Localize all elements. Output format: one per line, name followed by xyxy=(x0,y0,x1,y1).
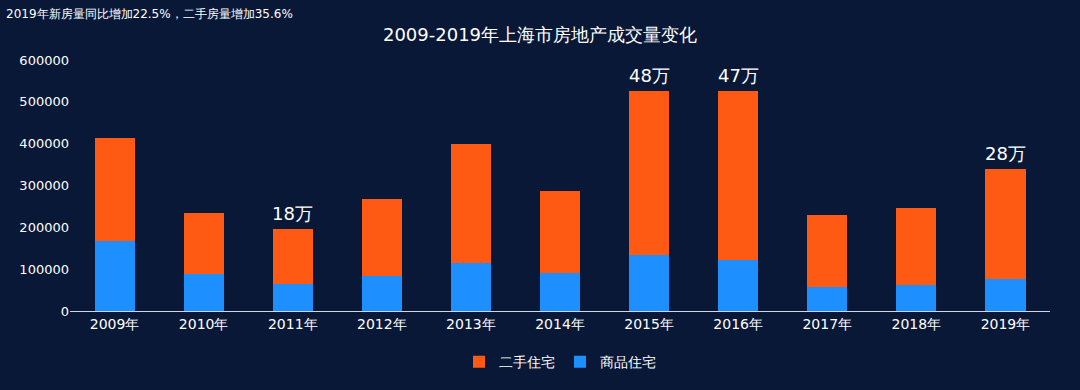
svg-text:47万: 47万 xyxy=(718,65,759,86)
svg-text:100000: 100000 xyxy=(19,262,69,277)
svg-text:28万: 28万 xyxy=(985,143,1026,164)
svg-text:500000: 500000 xyxy=(19,94,69,109)
svg-text:2017年: 2017年 xyxy=(802,316,852,332)
svg-text:2016年: 2016年 xyxy=(713,316,763,332)
svg-text:300000: 300000 xyxy=(19,178,69,193)
svg-text:2014年: 2014年 xyxy=(535,316,585,332)
svg-text:二手住宅: 二手住宅 xyxy=(499,354,555,370)
svg-text:0: 0 xyxy=(61,304,69,319)
svg-text:600000: 600000 xyxy=(19,53,69,68)
svg-text:2019年: 2019年 xyxy=(981,316,1031,332)
svg-text:18万: 18万 xyxy=(272,203,313,224)
svg-text:400000: 400000 xyxy=(19,136,69,151)
svg-text:2015年: 2015年 xyxy=(624,316,674,332)
svg-text:2010年: 2010年 xyxy=(179,316,229,332)
svg-text:2019年新房量同比增加22.5%，二手房量增加35.6%: 2019年新房量同比增加22.5%，二手房量增加35.6% xyxy=(6,7,293,21)
svg-text:200000: 200000 xyxy=(19,220,69,235)
svg-text:48万: 48万 xyxy=(629,65,670,86)
svg-text:商品住宅: 商品住宅 xyxy=(600,354,656,370)
svg-text:2011年: 2011年 xyxy=(268,316,318,332)
svg-text:2009-2019年上海市房地产成交量变化: 2009-2019年上海市房地产成交量变化 xyxy=(383,24,697,45)
svg-text:2018年: 2018年 xyxy=(892,316,942,332)
svg-text:2009年: 2009年 xyxy=(90,316,140,332)
svg-text:2012年: 2012年 xyxy=(357,316,407,332)
svg-text:2013年: 2013年 xyxy=(446,316,496,332)
